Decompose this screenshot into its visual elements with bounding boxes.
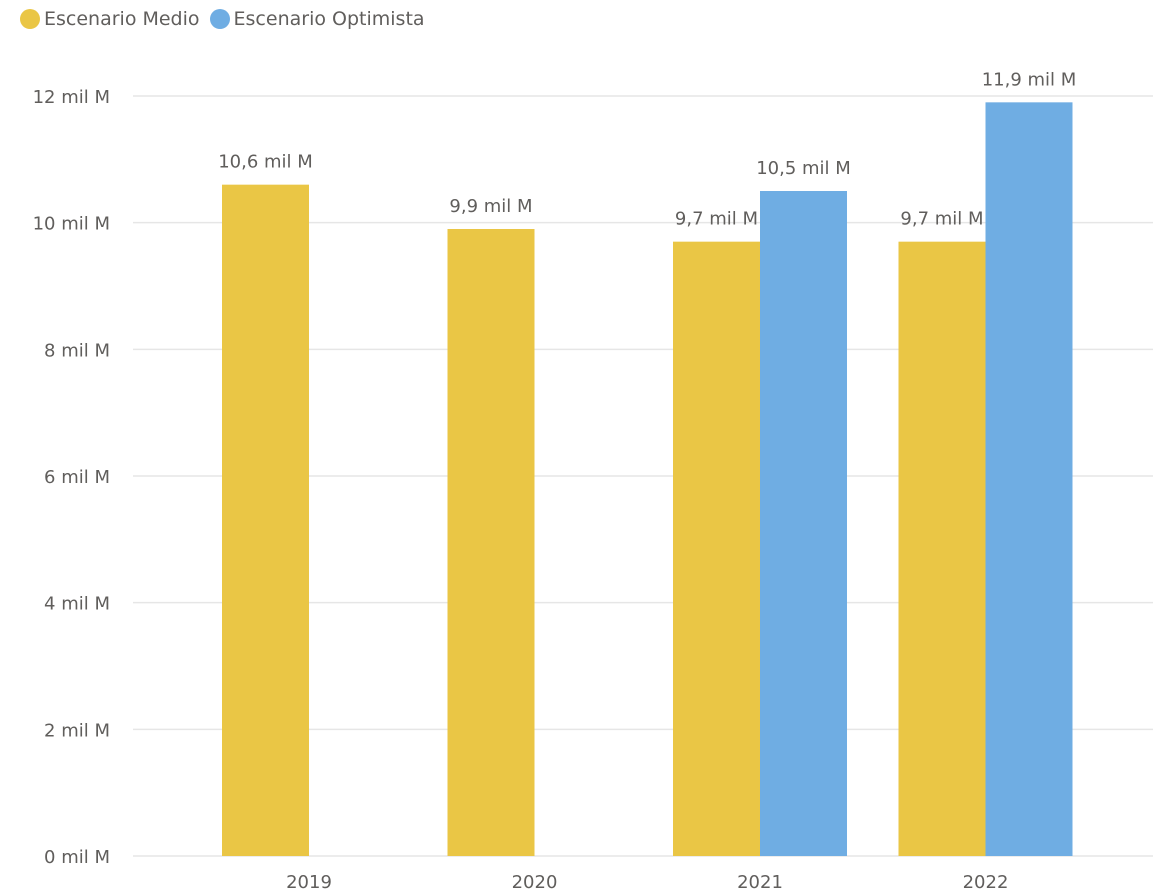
bar	[985, 102, 1073, 857]
data-label: 9,9 mil M	[449, 196, 532, 217]
bar	[898, 241, 986, 856]
legend-swatch-optimista	[209, 9, 230, 29]
x-tick-label: 2019	[286, 872, 332, 891]
legend-label-medio: Escenario Medio	[44, 8, 200, 30]
bar	[222, 184, 309, 856]
y-tick-label: 0 mil M	[44, 847, 110, 868]
data-label: 11,9 mil M	[982, 69, 1077, 90]
legend-item-optimista[interactable]: Escenario Optimista	[209, 8, 425, 30]
x-tick-label: 2020	[512, 872, 558, 891]
x-tick-label: 2022	[963, 872, 1009, 891]
data-label: 10,5 mil M	[756, 158, 851, 179]
data-label: 9,7 mil M	[900, 209, 983, 230]
bar	[447, 229, 535, 856]
x-tick-label: 2021	[737, 872, 783, 891]
legend-swatch-medio	[20, 9, 40, 29]
data-label: 9,7 mil M	[675, 209, 758, 230]
legend-label-optimista: Escenario Optimista	[233, 8, 425, 30]
y-tick-label: 4 mil M	[44, 594, 110, 615]
y-tick-label: 10 mil M	[33, 214, 110, 235]
y-tick-label: 8 mil M	[44, 340, 110, 361]
data-label: 10,6 mil M	[218, 152, 313, 173]
bar	[760, 191, 847, 856]
y-tick-label: 12 mil M	[33, 87, 110, 108]
y-tick-label: 6 mil M	[44, 467, 110, 488]
bar	[673, 241, 760, 856]
y-tick-label: 2 mil M	[44, 720, 110, 741]
legend-item-medio[interactable]: Escenario Medio	[20, 8, 200, 30]
legend: Escenario Medio Escenario Optimista	[20, 6, 425, 32]
